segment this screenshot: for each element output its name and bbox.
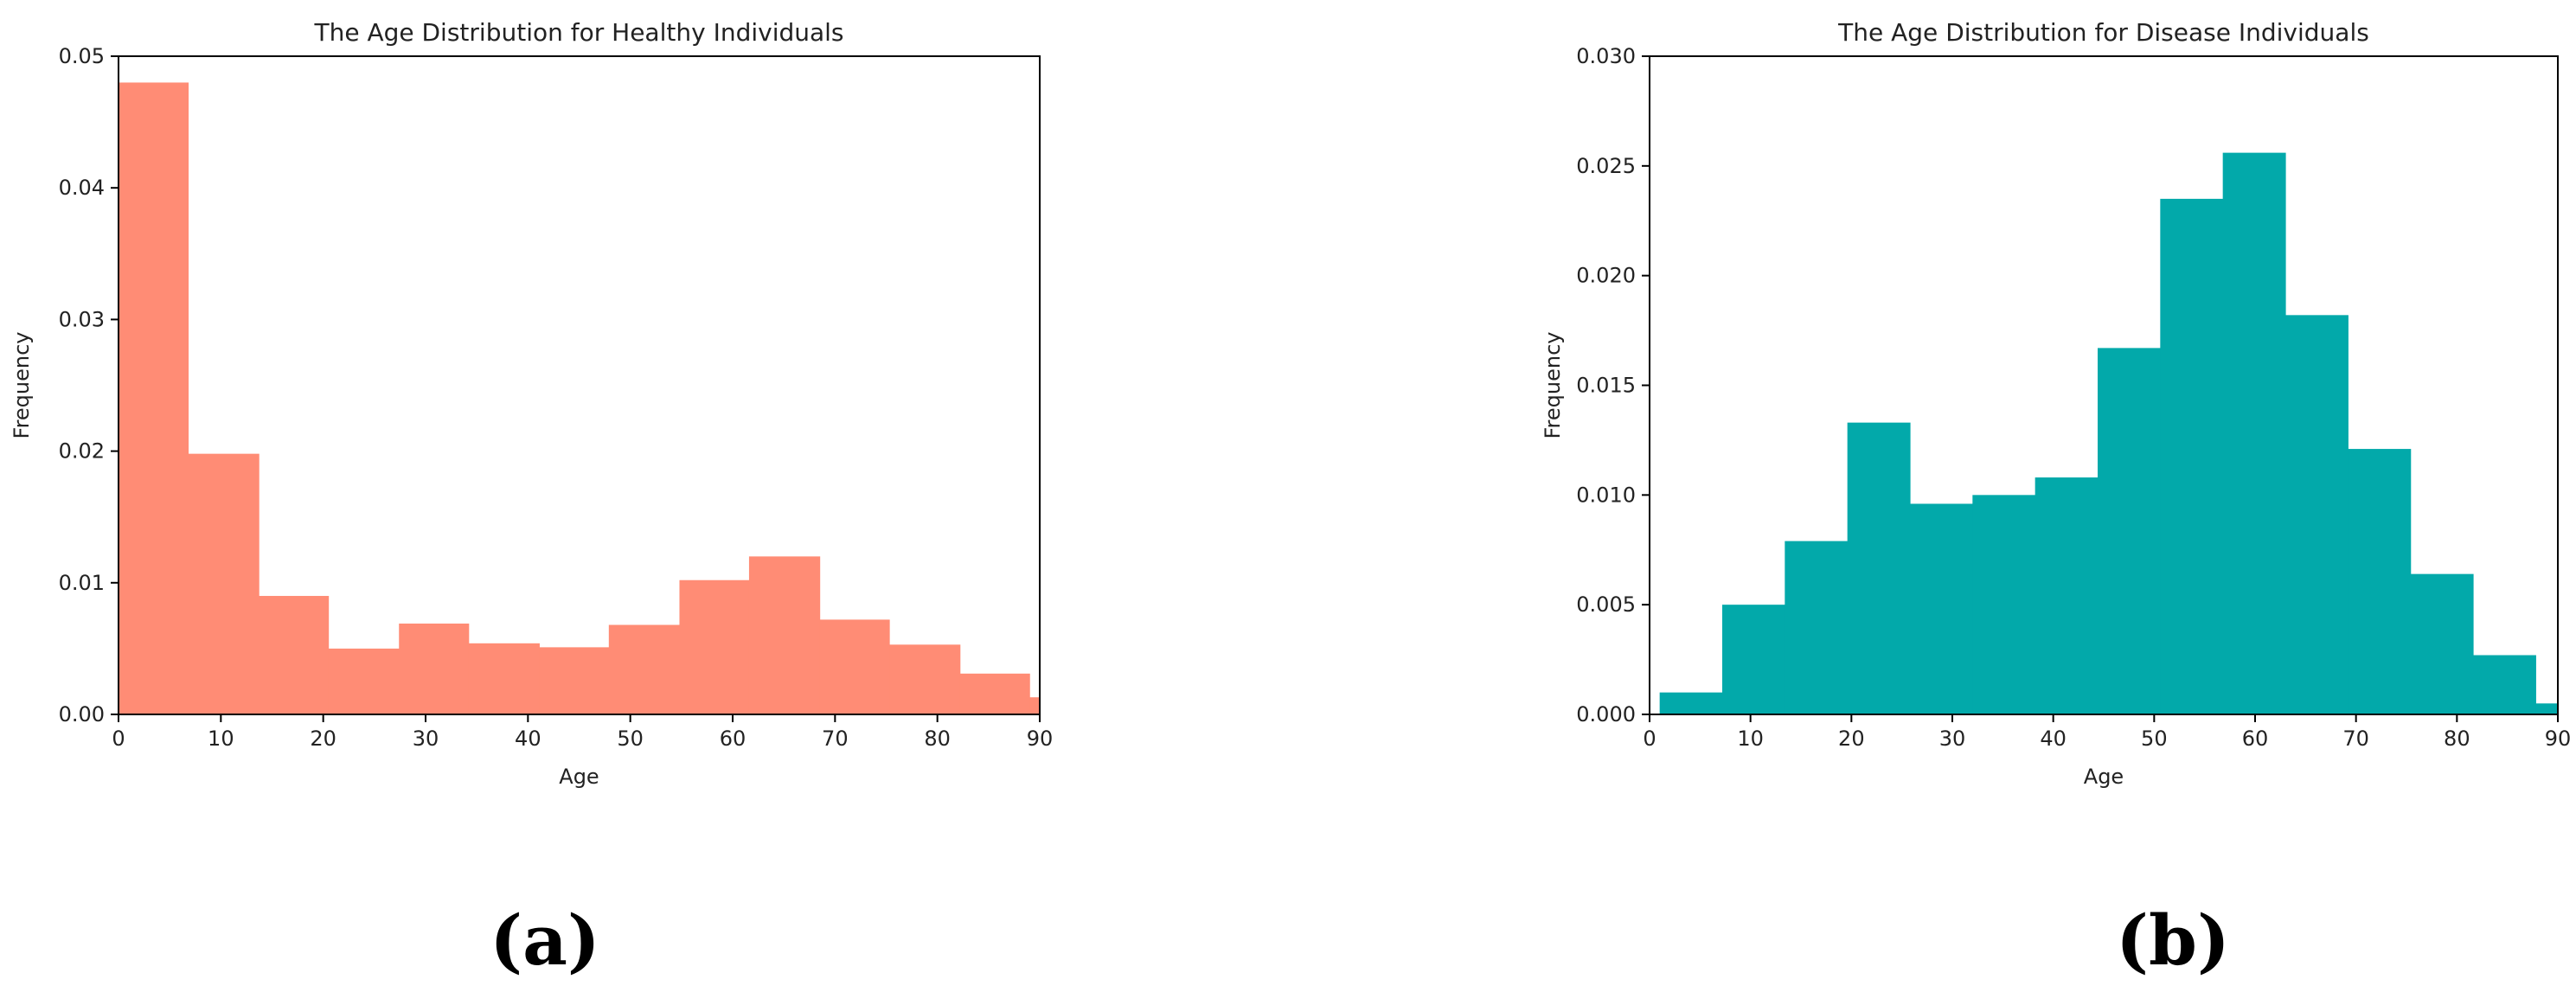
x-tick-label: 70 [822,727,849,751]
y-tick-label: 0.005 [1576,592,1636,617]
x-tick-label: 30 [413,727,439,751]
bar [259,596,330,714]
x-tick-label: 90 [2545,727,2572,751]
x-tick-label: 20 [310,727,336,751]
bar [2348,449,2412,714]
x-tick-label: 40 [515,727,541,751]
bar [2473,655,2536,714]
chart-a: 0 10 20 30 40 50 60 70 80 90 0.00 0.01 0.02 0.03 0.04 0… [10,18,1054,789]
bar [679,579,750,714]
x-tick-label: 10 [1737,727,1764,751]
x-tick-label: 30 [1939,727,1966,751]
bar [959,673,1030,714]
bar [119,82,189,714]
y-tick-label: 0.010 [1576,483,1636,507]
bars [119,82,1040,714]
chart-b: 0 10 20 30 40 50 60 70 80 90 0.000 0.005 0.010 0.015 0… [1541,18,2572,789]
x-tick-label: 10 [208,727,234,751]
y-tick-label: 0.02 [59,439,105,464]
bar [2535,703,2558,714]
x-tick-label: 60 [2242,727,2269,751]
bar [819,619,890,714]
bar [188,453,260,714]
bar [1722,605,1785,714]
x-tick-label: 40 [2040,727,2067,751]
bar [2410,573,2474,714]
x-tick-label: 80 [924,727,951,751]
x-tick-label: 90 [1027,727,1054,751]
bar [2098,348,2161,714]
panel-label-a: (a) [490,899,600,981]
bar [748,556,821,714]
bar [2222,152,2286,714]
panel-label-b: (b) [2116,899,2230,981]
x-tick-label: 0 [1643,727,1656,751]
x-tick-label: 80 [2444,727,2470,751]
bar [1659,692,1723,714]
bar [1910,503,1973,714]
y-axis-label: Frequency [10,332,34,439]
bar [1972,495,2036,714]
bar [1847,422,1911,714]
bar [399,623,470,714]
x-tick-label: 0 [112,727,125,751]
bar [2035,477,2099,714]
y-tick-label: 0.030 [1576,44,1636,68]
y-tick-label: 0.025 [1576,154,1636,178]
x-axis-label: Age [2084,765,2124,789]
bar [1785,541,1849,714]
x-tick-label: 50 [2141,727,2168,751]
y-tick-label: 0.03 [59,307,105,331]
y-axis-label: Frequency [1541,332,1565,439]
chart-title: The Age Distribution for Healthy Individ… [313,18,843,47]
y-tick-label: 0.000 [1576,702,1636,727]
plot-frame [118,55,1041,715]
bar [2285,315,2349,714]
x-tick-label: 20 [1838,727,1865,751]
y-tick-label: 0.01 [59,571,105,595]
bar [2160,198,2224,714]
x-axis-label: Age [559,765,599,789]
y-tick-label: 0.00 [59,702,105,727]
y-tick-label: 0.04 [59,176,105,200]
x-tick-label: 50 [617,727,644,751]
y-tick-label: 0.015 [1576,374,1636,398]
x-tick-label: 70 [2342,727,2369,751]
bars [1659,152,2558,714]
chart-title: The Age Distribution for Disease Individ… [1837,18,2369,47]
x-tick-label: 60 [720,727,747,751]
bar [539,647,610,714]
bar [608,624,681,714]
bar [889,644,961,714]
y-tick-label: 0.020 [1576,264,1636,288]
bar [328,648,400,714]
bar [468,643,540,714]
bar [1029,697,1040,714]
y-tick-label: 0.05 [59,44,105,68]
